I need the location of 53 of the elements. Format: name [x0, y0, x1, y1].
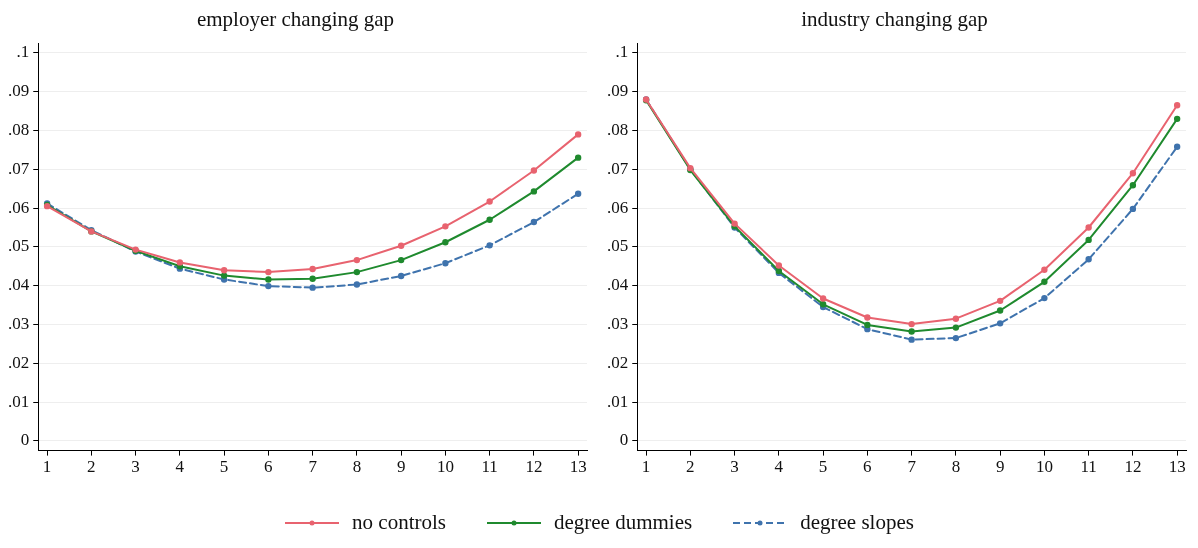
y-tick-label: .05	[8, 236, 30, 256]
y-tick-label: .01	[607, 391, 629, 411]
y-tick-label: .08	[8, 119, 30, 139]
y-tick-label: .02	[607, 352, 629, 372]
y-tick-label: 0	[20, 430, 30, 450]
x-tick-label: 3	[131, 457, 140, 477]
y-tick-label: .06	[607, 197, 629, 217]
chart-title: industry changing gap	[801, 7, 988, 32]
x-tick-label: 6	[863, 457, 872, 477]
y-tick-label: .08	[607, 119, 629, 139]
y-tick-label: .03	[607, 313, 629, 333]
x-tick-label: 10	[1035, 457, 1053, 477]
x-tick-label: 13	[1168, 457, 1186, 477]
x-tick-label: 13	[569, 457, 587, 477]
y-tick-label: .09	[8, 81, 30, 101]
y-tick-label: .09	[607, 81, 629, 101]
x-tick-label: 11	[1080, 457, 1097, 477]
y-tick-label: .06	[8, 197, 30, 217]
x-tick-label: 4	[175, 457, 185, 477]
x-tick-label: 11	[481, 457, 498, 477]
y-tick-label: .05	[607, 236, 629, 256]
x-tick-label: 7	[907, 457, 917, 477]
x-tick-label: 9	[396, 457, 406, 477]
x-tick-label: 10	[436, 457, 454, 477]
x-tick-label: 8	[951, 457, 961, 477]
chart-title: employer changing gap	[196, 7, 395, 32]
y-tick-label: 0	[619, 430, 629, 450]
x-tick-label: 6	[264, 457, 273, 477]
legend-label: degree dummies	[553, 510, 693, 535]
x-tick-label: 4	[774, 457, 784, 477]
x-tick-label: 5	[818, 457, 828, 477]
y-tick-label: .07	[607, 158, 629, 178]
x-tick-label: 12	[525, 457, 543, 477]
x-tick-label: 5	[219, 457, 229, 477]
legend-label: degree slopes	[800, 510, 914, 535]
x-tick-label: 2	[87, 457, 96, 477]
y-tick-label: .04	[8, 275, 30, 295]
y-tick-label: .04	[607, 275, 629, 295]
y-tick-label: .01	[8, 391, 30, 411]
y-tick-label: .1	[615, 42, 629, 62]
legend-label: no controls	[352, 510, 446, 535]
x-tick-label: 1	[641, 457, 651, 477]
x-tick-label: 8	[352, 457, 362, 477]
y-tick-label: .07	[8, 158, 30, 178]
x-tick-label: 2	[686, 457, 695, 477]
y-tick-label: .03	[8, 313, 30, 333]
x-tick-label: 9	[995, 457, 1005, 477]
x-tick-label: 7	[308, 457, 318, 477]
y-tick-label: .02	[8, 352, 30, 372]
x-tick-label: 3	[730, 457, 739, 477]
x-tick-label: 1	[42, 457, 52, 477]
x-tick-label: 12	[1124, 457, 1142, 477]
y-tick-label: .1	[16, 42, 30, 62]
